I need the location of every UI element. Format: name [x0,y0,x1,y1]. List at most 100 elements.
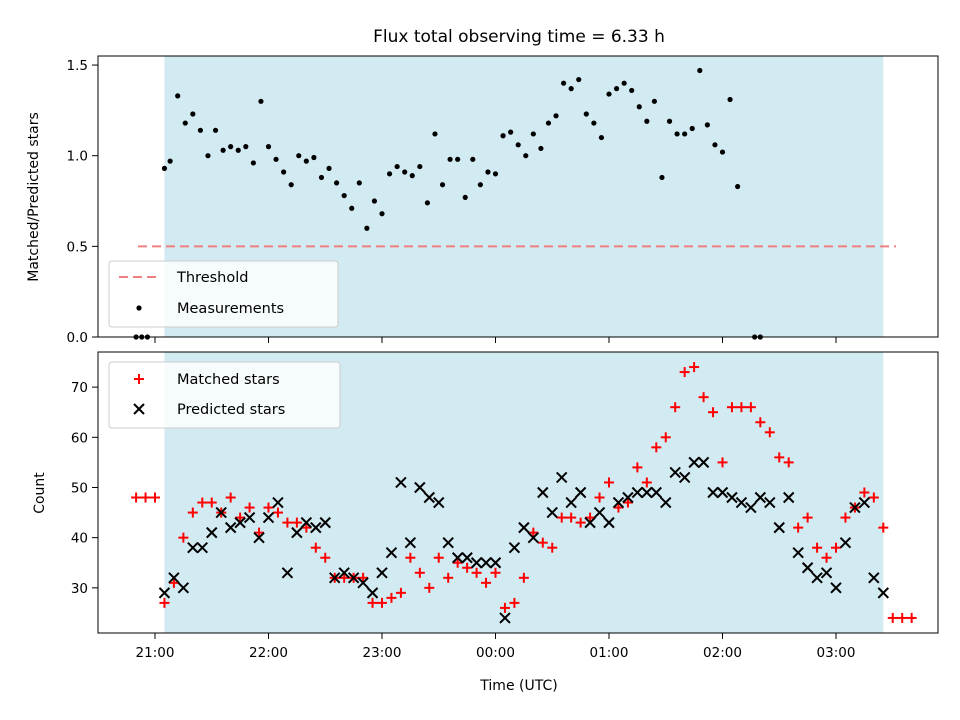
matched-star-point [443,572,454,583]
x-axis-label: Time (UTC) [479,678,557,694]
predicted-star-point-b [745,501,757,514]
predicted-star-point-b [347,572,360,584]
matched-star-point [367,597,378,608]
bottom-y-tick-label: 50 [71,480,88,496]
predicted-star-point-b [508,541,521,554]
predicted-star-point [678,471,691,484]
matched-star-point [386,592,397,603]
measurement-point [651,98,658,104]
predicted-star-point [792,547,804,559]
top-legend: Threshold Measurements [108,260,339,328]
bottom-x-tick-label: 01:00 [590,645,629,661]
predicted-star-point-b [688,456,700,469]
predicted-star-point [849,501,861,514]
predicted-star-point-b [461,552,473,564]
matched-star-point [433,552,444,563]
matched-star-point [405,552,416,563]
matched-star-point [235,512,246,523]
measurement-point [704,122,710,128]
measurement-point [508,129,514,135]
measurement-point [538,145,544,152]
measurement-point [719,149,726,155]
predicted-star-point-b [726,491,738,504]
matched-star-point [150,492,160,503]
predicted-star-point [168,572,180,584]
predicted-star-point-b [319,516,331,529]
matched-star-point [745,402,756,413]
measurement-point [161,165,168,171]
predicted-star-point-b [158,587,171,599]
measurement-point [477,182,483,188]
measurement-point [235,147,241,153]
predicted-star-point-b [480,557,492,569]
measurement-point [712,142,718,148]
matched-star-point [225,492,236,503]
measurement-point [621,80,627,86]
predicted-star-point [631,486,644,499]
predicted-star-point-b [603,516,615,529]
matched-star-point [641,477,652,488]
top-y-tick-label: 0.0 [67,330,88,346]
predicted-star-point-b [385,547,398,559]
measurement-point [175,93,181,99]
measurement-point [591,120,597,126]
matched-star-point [339,572,350,583]
matched-star-point [140,492,151,503]
predicted-star-point-b [329,572,341,584]
predicted-star-point-b [622,491,634,504]
predicted-star-point [612,496,625,509]
predicted-star-point-b [556,471,568,484]
measurement-point [212,127,219,133]
matched-star-point [887,612,898,623]
matched-star-point [537,537,548,548]
predicted-star-point [262,511,275,524]
predicted-star-point [641,486,653,499]
predicted-star-point [783,491,795,504]
matched-star-point [698,392,709,403]
predicted-star-point [660,496,672,509]
predicted-star-point [574,486,587,499]
measurement-point [182,120,188,126]
matched-star-point [755,417,766,428]
predicted-star-point-b [565,496,577,509]
predicted-star-point [773,521,785,534]
predicted-star-point-b [584,516,596,529]
matched-star-point [670,402,681,413]
matched-legend-plus [134,374,144,384]
predicted-star-point [603,516,615,529]
bottom-y-tick-label: 40 [71,531,88,547]
predicted-star-point-b [518,521,530,534]
predicted-star-point [395,476,407,489]
predicted-star-point-b [366,587,379,599]
matched-star-point [726,402,737,413]
predicted-star-point-b [801,562,814,574]
predicted-star-point [300,516,313,529]
predicted-star-point [338,567,350,579]
measurement-point [243,144,249,150]
predicted-star-point-b [868,572,880,584]
measurement-point [197,127,203,133]
matched-star-point [414,567,425,578]
matched-star-point [689,362,700,373]
measurement-point [576,76,582,83]
predicted-star-point [839,536,852,549]
matched-star-point [282,517,293,528]
bottom-panel: 30 40 50 60 70 21:00 22:00 23:00 00:00 01:00 02:0… [32,351,939,694]
matched-star-point [821,552,832,563]
predicted-star-point [820,567,833,579]
predicted-star-point-b [735,496,748,509]
bottom-x-tick-label: 03:00 [817,645,856,661]
measurement-point [258,98,264,104]
predicted-star-point-b [764,496,776,509]
predicted-star-point [499,612,511,624]
matched-stars-points [131,362,917,623]
predicted-legend-x-b [133,403,145,415]
predicted-star-point [376,567,388,579]
matched-star-point [301,522,312,533]
predicted-star-point-b [414,481,426,494]
predicted-star-point-b [820,567,833,579]
measurements-legend-marker [136,305,142,311]
measurement-point [492,171,499,177]
predicted-star-point-b [357,577,369,589]
predicted-star-point [754,491,767,504]
